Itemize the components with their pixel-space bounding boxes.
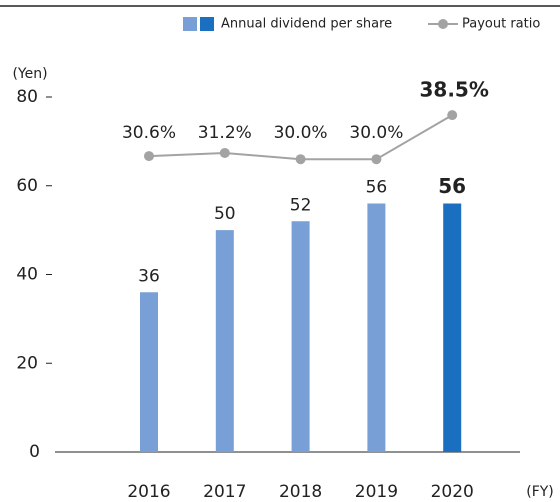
x-tick-label: 2016 bbox=[127, 482, 170, 502]
line-marker bbox=[295, 154, 306, 165]
y-tick-label: 80 bbox=[16, 87, 38, 107]
line-label: 38.5% bbox=[420, 78, 489, 102]
legend-label: Payout ratio bbox=[462, 17, 540, 32]
x-tick-label: 2020 bbox=[431, 482, 474, 502]
bar-label: 56 bbox=[366, 178, 388, 198]
bar-label: 52 bbox=[290, 195, 312, 215]
bar-label: 56 bbox=[438, 174, 466, 198]
y-tick-label: 20 bbox=[16, 353, 38, 373]
legend-swatch bbox=[200, 17, 214, 31]
legend-marker bbox=[438, 19, 448, 29]
y-tick-label: 60 bbox=[16, 176, 38, 196]
line-marker bbox=[447, 110, 458, 121]
line-label: 30.0% bbox=[274, 123, 328, 143]
legend-label: Annual dividend per share bbox=[221, 17, 392, 32]
line-marker bbox=[144, 151, 154, 162]
legend-swatch bbox=[183, 17, 197, 31]
x-tick-label: 2019 bbox=[355, 482, 398, 502]
bar-label: 50 bbox=[214, 204, 236, 224]
bar bbox=[140, 292, 158, 452]
x-axis-label: (FY) bbox=[526, 484, 554, 500]
line-marker bbox=[219, 147, 230, 158]
y-tick-label: 40 bbox=[16, 265, 38, 285]
y-axis-label: (Yen) bbox=[12, 66, 47, 82]
bar bbox=[215, 230, 234, 452]
bar bbox=[443, 203, 462, 452]
line-label: 30.6% bbox=[122, 123, 176, 143]
line-marker bbox=[371, 154, 382, 165]
line-label: 31.2% bbox=[198, 123, 252, 143]
x-tick-label: 2018 bbox=[279, 482, 322, 502]
bar bbox=[367, 203, 386, 452]
bar bbox=[291, 221, 310, 452]
y-tick-label: 0 bbox=[29, 442, 40, 462]
line-label: 30.0% bbox=[349, 123, 403, 143]
x-tick-label: 2017 bbox=[203, 482, 246, 502]
bar-label: 36 bbox=[138, 266, 160, 286]
